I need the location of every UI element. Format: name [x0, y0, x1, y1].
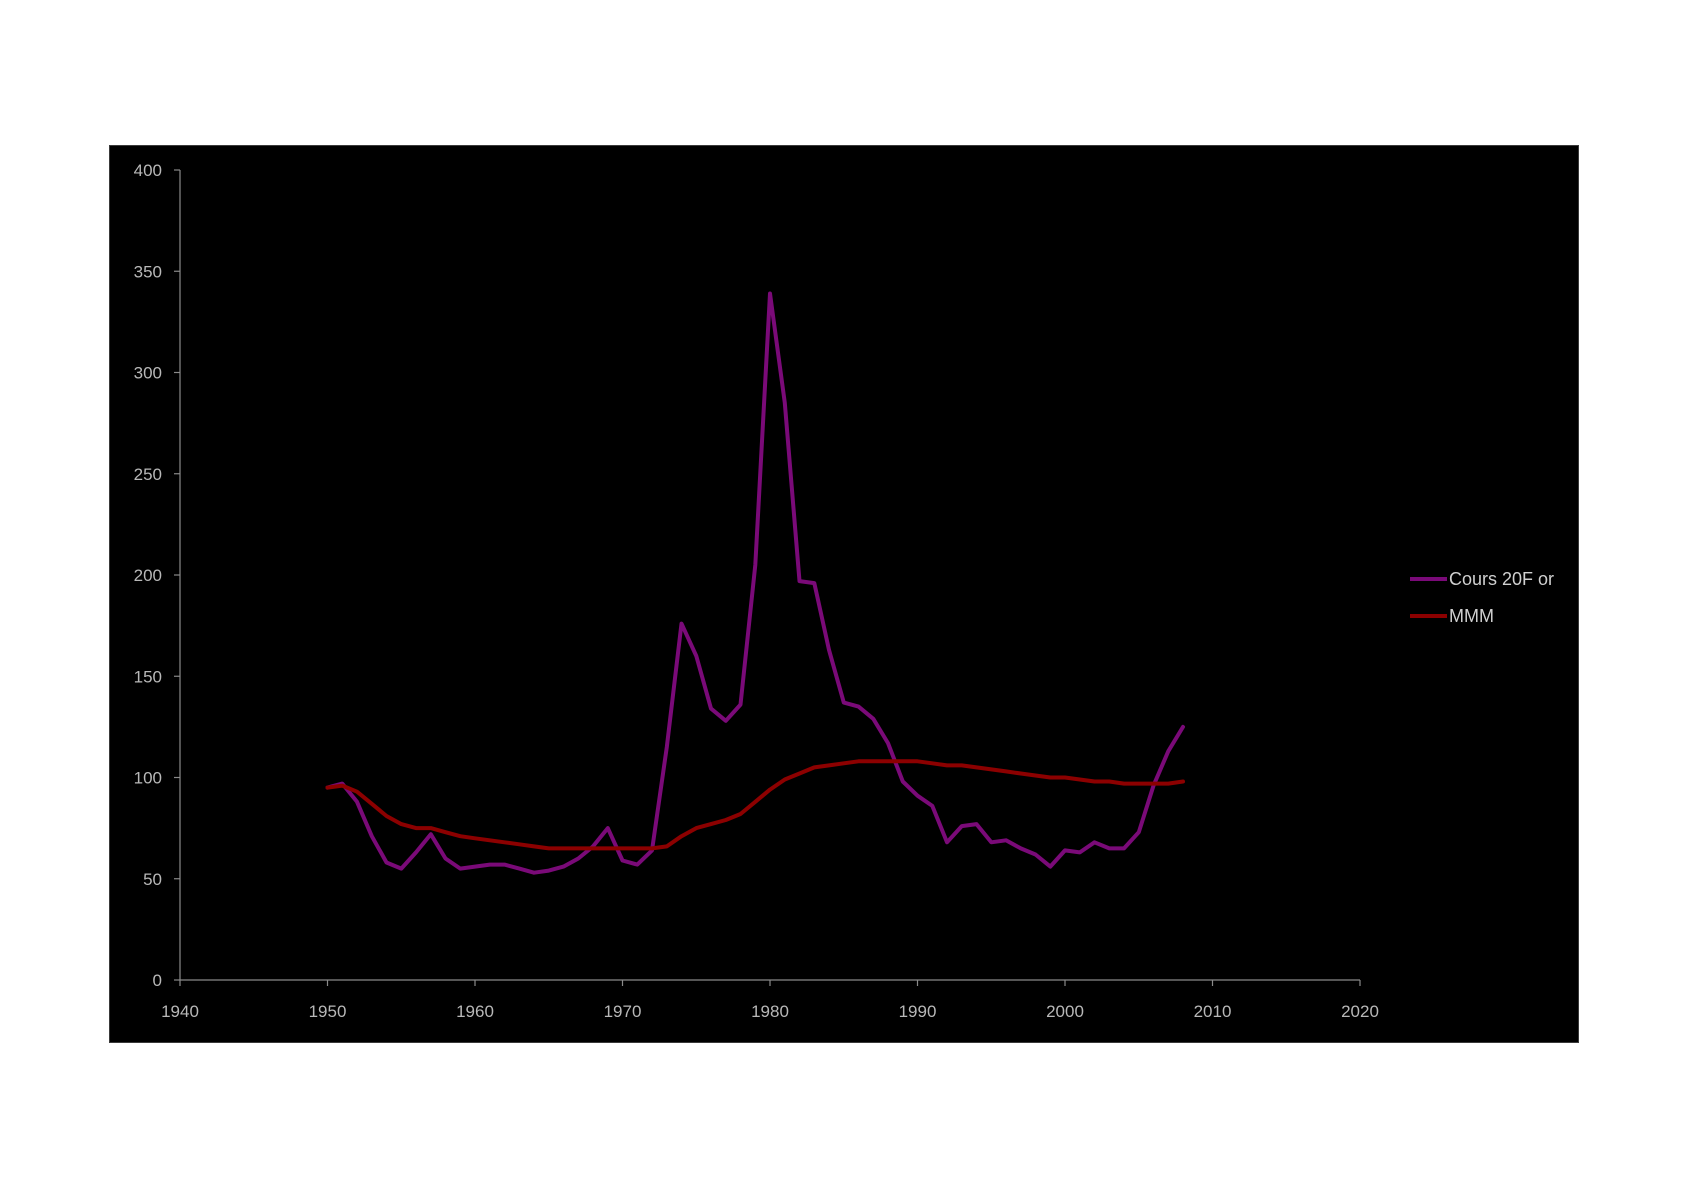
x-tick-label: 1990 — [899, 1002, 937, 1021]
y-tick-label: 50 — [143, 870, 162, 889]
y-tick-label: 300 — [134, 364, 162, 383]
y-tick-label: 0 — [153, 971, 162, 990]
legend: Cours 20F or MMM — [1410, 569, 1554, 626]
legend-label-1: Cours 20F or — [1449, 569, 1554, 589]
series-line-2 — [325, 759, 1185, 851]
x-tick-label: 1960 — [456, 1002, 494, 1021]
line-chart: 0 50 100 150 200 250 300 350 400 1940 1950 1960 1970… — [134, 161, 1554, 1021]
x-tick-label: 1980 — [751, 1002, 789, 1021]
x-tick-label: 1940 — [161, 1002, 199, 1021]
x-tick-label: 1970 — [604, 1002, 642, 1021]
y-tick-label: 350 — [134, 262, 162, 281]
series-line-1 — [325, 291, 1185, 875]
y-tick-label: 150 — [134, 667, 162, 686]
plot-lines — [325, 291, 1185, 875]
legend-label-2: MMM — [1449, 606, 1494, 626]
x-tick-label: 2020 — [1341, 1002, 1379, 1021]
axes: 0 50 100 150 200 250 300 350 400 1940 1950 1960 1970… — [134, 161, 1379, 1021]
y-tick-label: 250 — [134, 465, 162, 484]
y-tick-label: 100 — [134, 769, 162, 788]
y-tick-label: 200 — [134, 566, 162, 585]
y-tick-label: 400 — [134, 161, 162, 180]
x-tick-label: 2000 — [1046, 1002, 1084, 1021]
x-tick-label: 2010 — [1194, 1002, 1232, 1021]
x-tick-label: 1950 — [309, 1002, 347, 1021]
chart-area: 0 50 100 150 200 250 300 350 400 1940 1950 1960 1970… — [109, 145, 1579, 1043]
